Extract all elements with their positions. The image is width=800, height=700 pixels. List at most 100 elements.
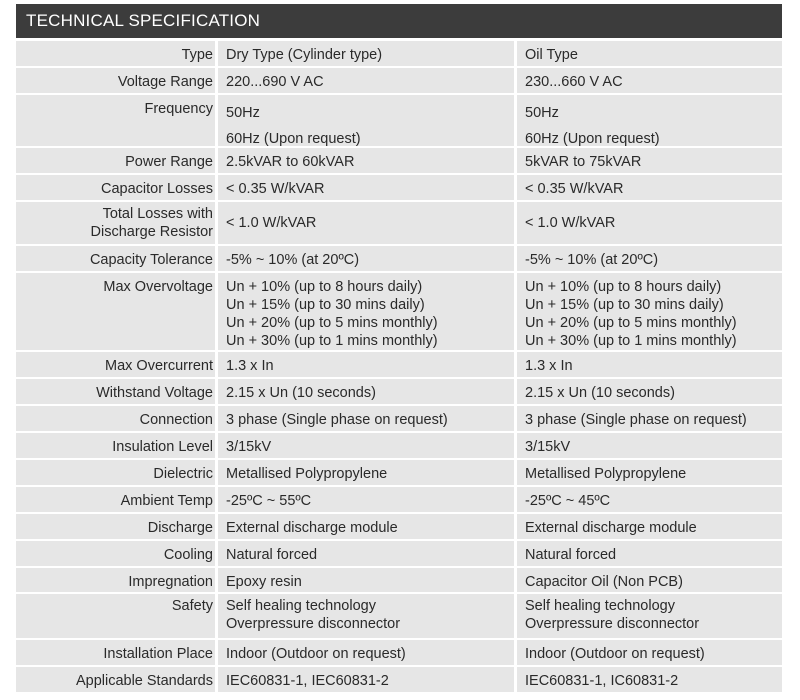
spec-label: Frequency <box>16 95 215 146</box>
oil-type-value: 230...660 V AC <box>517 68 782 93</box>
spec-label-line: Installation Place <box>103 646 213 662</box>
dry-type-value: 3/15kV <box>218 433 514 458</box>
oil-type-value-line: External discharge module <box>525 520 697 536</box>
oil-type-value: 3 phase (Single phase on request) <box>517 406 782 431</box>
dry-type-value-line: 3/15kV <box>226 439 272 455</box>
spec-label-line: Ambient Temp <box>120 493 213 509</box>
spec-label: Capacity Tolerance <box>16 246 215 271</box>
spec-row: Total Losses with Discharge Resistor < 1.0… <box>16 202 782 244</box>
spec-row: Safety Self healing technology Overpressur… <box>16 594 782 638</box>
spec-row: Connection 3 phase (Single phase on reque… <box>16 406 782 431</box>
oil-type-value: 5kVAR to 75kVAR <box>517 148 782 173</box>
dry-type-value: Indoor (Outdoor on request) <box>218 640 514 665</box>
dry-type-value: -5% ~ 10% (at 20ºC) <box>218 246 514 271</box>
dry-type-value: Natural forced <box>218 541 514 566</box>
dry-type-value: < 1.0 W/kVAR <box>218 202 514 244</box>
dry-type-value: Dry Type (Cylinder type) <box>218 41 514 66</box>
dry-type-value: Metallised Polypropylene <box>218 460 514 485</box>
oil-type-value: Oil Type <box>517 41 782 66</box>
spec-row: Impregnation Epoxy resin Capacitor Oil (No… <box>16 568 782 592</box>
dry-type-value-line: External discharge module <box>226 520 398 536</box>
spec-label: Max Overvoltage <box>16 273 215 350</box>
spec-label-line: Discharge Resistor <box>90 224 214 240</box>
oil-type-value: -5% ~ 10% (at 20ºC) <box>517 246 782 271</box>
oil-type-value-line: Un + 20% (up to 5 mins monthly) <box>525 315 737 331</box>
oil-type-value: 3/15kV <box>517 433 782 458</box>
dry-type-value-line: Un + 10% (up to 8 hours daily) <box>226 279 423 295</box>
spec-label: Cooling <box>16 541 215 566</box>
oil-type-value-line: Capacitor Oil (Non PCB) <box>525 574 683 590</box>
oil-type-value-line: IEC60831-1, IC60831-2 <box>525 673 679 689</box>
spec-label-line: Type <box>181 47 213 63</box>
dry-type-value: < 0.35 W/kVAR <box>218 175 514 200</box>
oil-type-value: Un + 10% (up to 8 hours daily) Un + 15% (… <box>517 273 782 350</box>
oil-type-value-line: Indoor (Outdoor on request) <box>525 646 705 662</box>
spec-row: Withstand Voltage 2.15 x Un (10 seconds) 2… <box>16 379 782 404</box>
dry-type-value-line: 1.3 x In <box>226 358 274 374</box>
oil-type-value: External discharge module <box>517 514 782 539</box>
spec-label-line: Cooling <box>163 547 213 563</box>
spec-row: Capacitor Losses < 0.35 W/kVAR < 0.35 W/kV… <box>16 175 782 200</box>
spec-label-line: Safety <box>171 598 213 614</box>
spec-row: Max Overvoltage Un + 10% (up to 8 hours d… <box>16 273 782 350</box>
oil-type-value: 2.15 x Un (10 seconds) <box>517 379 782 404</box>
oil-type-value-line: 50Hz <box>525 105 559 121</box>
oil-type-value-line: Metallised Polypropylene <box>525 466 687 482</box>
dry-type-value-line: Natural forced <box>226 547 318 563</box>
spec-label-line: Capacitor Losses <box>100 181 213 197</box>
oil-type-value-line: Oil Type <box>525 47 578 63</box>
spec-row: Max Overcurrent 1.3 x In 1.3 x In <box>16 352 782 377</box>
dry-type-value: 3 phase (Single phase on request) <box>218 406 514 431</box>
spec-label-line: Max Overvoltage <box>103 279 213 295</box>
spec-label-line: Applicable Standards <box>75 673 213 689</box>
oil-type-value: < 1.0 W/kVAR <box>517 202 782 244</box>
oil-type-value: -25ºC ~ 45ºC <box>517 487 782 512</box>
oil-type-value-line: < 1.0 W/kVAR <box>525 215 616 231</box>
dry-type-value-line: 2.5kVAR to 60kVAR <box>226 154 355 170</box>
spec-row: Insulation Level 3/15kV 3/15kV <box>16 433 782 458</box>
dry-type-value-line: 3 phase (Single phase on request) <box>226 412 448 428</box>
dry-type-value: Epoxy resin <box>218 568 514 592</box>
dry-type-value: 2.15 x Un (10 seconds) <box>218 379 514 404</box>
dry-type-value-line: Overpressure disconnector <box>226 616 401 632</box>
oil-type-value: Natural forced <box>517 541 782 566</box>
dry-type-value-line: Un + 15% (up to 30 mins daily) <box>226 297 425 313</box>
dry-type-value-line: Epoxy resin <box>226 574 302 590</box>
dry-type-value-line: Dry Type (Cylinder type) <box>226 47 383 63</box>
dry-type-value: External discharge module <box>218 514 514 539</box>
spec-row: Voltage Range 220...690 V AC 230...660 V A… <box>16 68 782 93</box>
dry-type-value: 2.5kVAR to 60kVAR <box>218 148 514 173</box>
spec-label-line: Total Losses with <box>102 206 213 222</box>
oil-type-value-line: < 0.35 W/kVAR <box>525 181 624 197</box>
spec-row: Type Dry Type (Cylinder type) Oil Type <box>16 41 782 66</box>
oil-type-value: Capacitor Oil (Non PCB) <box>517 568 782 592</box>
dry-type-value: -25ºC ~ 55ºC <box>218 487 514 512</box>
oil-type-value-line: 2.15 x Un (10 seconds) <box>525 385 675 401</box>
spec-label: Capacitor Losses <box>16 175 215 200</box>
oil-type-value-line: 3/15kV <box>525 439 571 455</box>
dry-type-value-line: Metallised Polypropylene <box>226 466 388 482</box>
spec-row: Power Range 2.5kVAR to 60kVAR 5kVAR to 75k… <box>16 148 782 173</box>
oil-type-value: Indoor (Outdoor on request) <box>517 640 782 665</box>
spec-label: Installation Place <box>16 640 215 665</box>
spec-label-line: Frequency <box>144 101 213 117</box>
oil-type-value-line: Un + 30% (up to 1 mins monthly) <box>525 333 737 349</box>
oil-type-value-line: 3 phase (Single phase on request) <box>525 412 747 428</box>
spec-label: Voltage Range <box>16 68 215 93</box>
spec-label: Insulation Level <box>16 433 215 458</box>
oil-type-value: Metallised Polypropylene <box>517 460 782 485</box>
oil-type-value-line: Un + 15% (up to 30 mins daily) <box>525 297 724 313</box>
dry-type-value: 220...690 V AC <box>218 68 514 93</box>
dry-type-value-line: Indoor (Outdoor on request) <box>226 646 406 662</box>
spec-label: Dielectric <box>16 460 215 485</box>
spec-label-line: Dielectric <box>153 466 213 482</box>
spec-label: Power Range <box>16 148 215 173</box>
spec-row: Cooling Natural forced Natural forced <box>16 541 782 566</box>
dry-type-value: 50Hz 60Hz (Upon request) <box>218 95 514 147</box>
oil-type-value-line: -25ºC ~ 45ºC <box>525 493 611 509</box>
dry-type-value: 1.3 x In <box>218 352 514 377</box>
oil-type-value-line: -5% ~ 10% (at 20ºC) <box>525 252 659 268</box>
dry-type-value-line: Un + 20% (up to 5 mins monthly) <box>226 315 438 331</box>
dry-type-value-line: Un + 30% (up to 1 mins monthly) <box>226 333 438 349</box>
spec-label-line: Max Overcurrent <box>105 358 213 374</box>
